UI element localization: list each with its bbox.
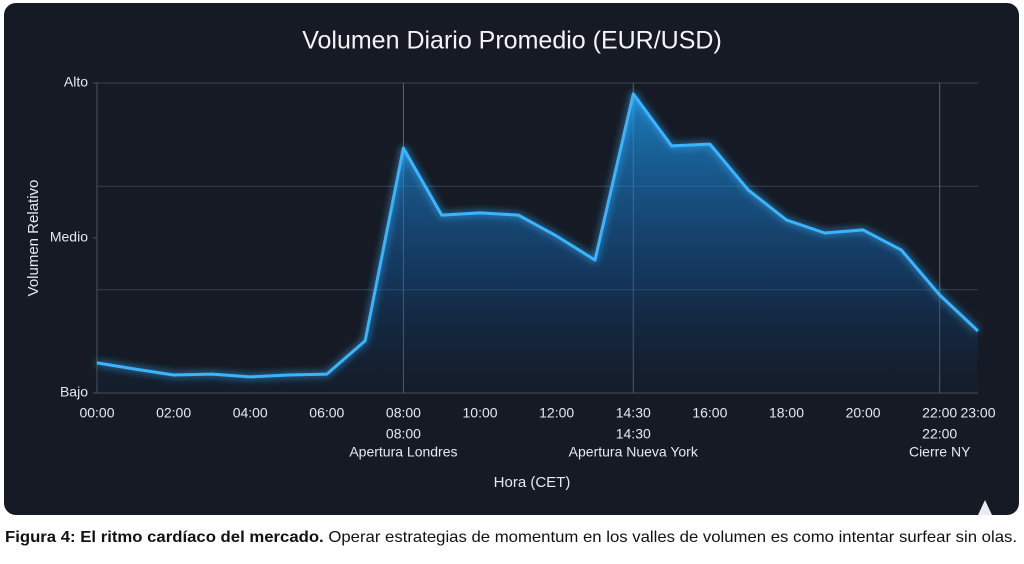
x-tick-label: 23:00	[960, 405, 995, 421]
x-tick-label: 08:00	[386, 405, 421, 421]
x-tick-label: 06:00	[309, 405, 344, 421]
x-tick-label: 00:00	[79, 405, 114, 421]
chart-title: Volumen Diario Promedio (EUR/USD)	[302, 27, 722, 55]
x-tick-label: 22:00	[922, 405, 957, 421]
annotation-text: Apertura Londres	[349, 444, 457, 460]
caption: Figura 4: El ritmo cardíaco del mercado.…	[5, 529, 1017, 546]
caption-text: Operar estrategias de momentum en los va…	[328, 529, 1017, 546]
x-tick-label: 18:00	[769, 405, 804, 421]
x-tick-label: 12:00	[539, 405, 574, 421]
y-axis-label: Volumen Relativo	[25, 180, 42, 297]
x-tick-label: 04:00	[233, 405, 268, 421]
x-tick-label: 10:00	[463, 405, 498, 421]
x-tick-label: 14:30	[616, 405, 651, 421]
x-axis-label: Hora (CET)	[494, 474, 571, 491]
corner-marker	[978, 500, 992, 515]
y-tick-label: Alto	[64, 74, 88, 90]
y-tick-label: Medio	[50, 229, 88, 245]
caption-bold: Figura 4: El ritmo cardíaco del mercado.	[5, 529, 324, 546]
x-tick-label: 02:00	[156, 405, 191, 421]
area	[97, 93, 978, 394]
x-tick-label: 16:00	[692, 405, 727, 421]
annotation-time: 22:00	[922, 426, 957, 442]
y-tick-label: Bajo	[60, 384, 88, 400]
annotation-time: 08:00	[386, 426, 421, 442]
line	[96, 92, 980, 379]
annotation-text: Cierre NY	[909, 444, 971, 460]
x-tick-label: 20:00	[846, 405, 881, 421]
annotation-time: 14:30	[616, 426, 651, 442]
annotation-text: Apertura Nueva York	[569, 444, 699, 460]
plot: Bajo Medio Alto 00:00 02:00 04:00 06:00 08:00 10…	[50, 74, 996, 460]
